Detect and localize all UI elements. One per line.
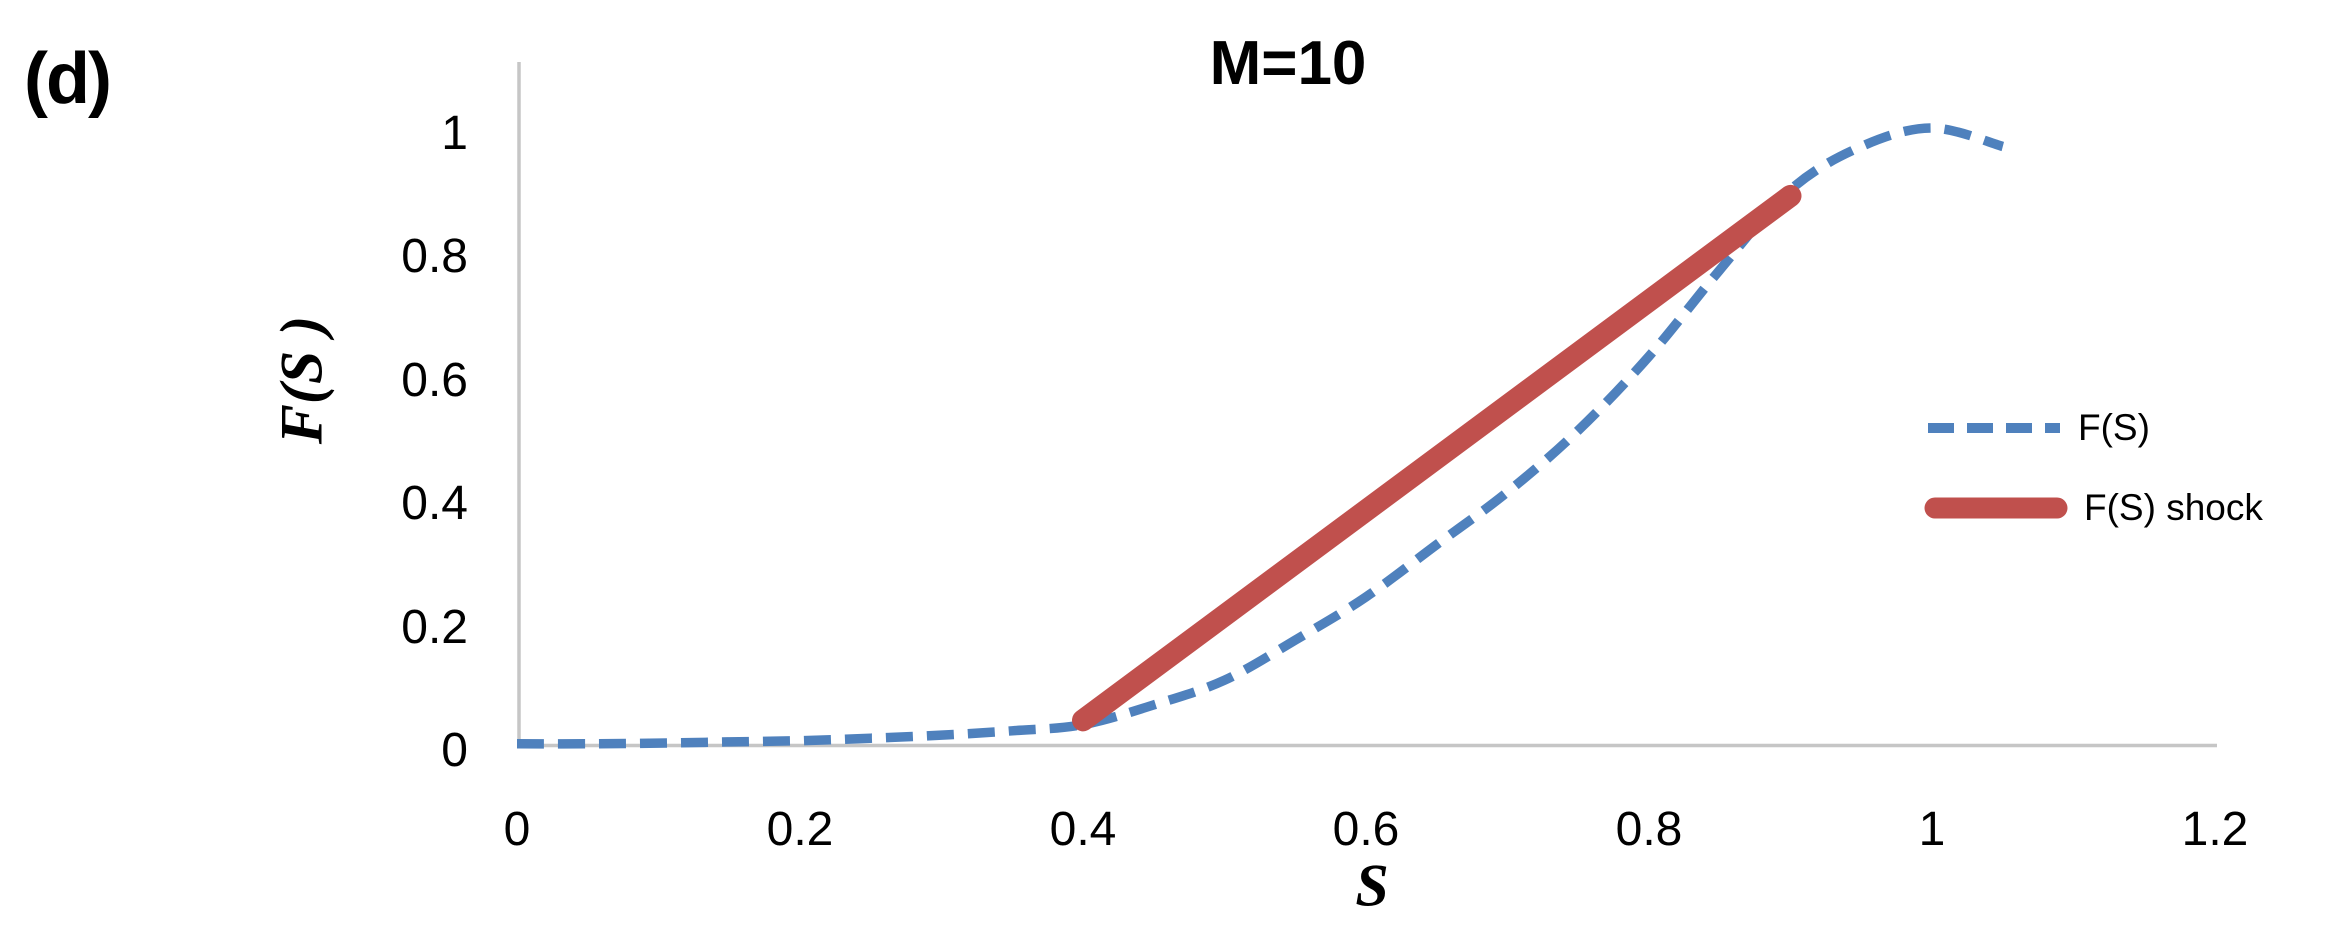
legend-label-fs-shock: F(S) shock [2084, 487, 2263, 528]
legend: F(S) F(S) shock [1922, 402, 2322, 562]
x-tick-label: 0.4 [1049, 803, 1117, 856]
shock-solid-line-swatch-icon [1924, 497, 2068, 519]
x-tick-label: 1.2 [2181, 803, 2249, 856]
panel-label: (d) [24, 39, 112, 119]
x-tick-label: 0 [503, 803, 531, 856]
x-tick-label: 0.6 [1332, 803, 1400, 856]
shock-line [1072, 184, 1802, 732]
y-tick-label: 0.4 [401, 477, 468, 531]
legend-label-fs: F(S) [2078, 407, 2150, 448]
x-axis-title: S [1355, 852, 1389, 919]
fs-dashed-line-swatch-icon [1928, 423, 2060, 433]
y-tick-label: 0 [441, 724, 468, 777]
x-tick-label: 0.8 [1615, 803, 1683, 856]
y-tick-label: 0.6 [401, 353, 468, 407]
legend-item-fs: F(S) [1922, 402, 2322, 454]
y-tick-label: 0.2 [401, 600, 468, 654]
y-tick-label: 1 [441, 107, 468, 160]
legend-item-fs-shock: F(S) shock [1922, 482, 2322, 534]
x-tick-label: 1 [1918, 803, 1946, 856]
fs-curve [516, 123, 2005, 749]
y-tick-label: 0.8 [401, 230, 468, 284]
chart-title: M=10 [1209, 29, 1367, 98]
x-tick-label: 0.2 [766, 803, 834, 856]
